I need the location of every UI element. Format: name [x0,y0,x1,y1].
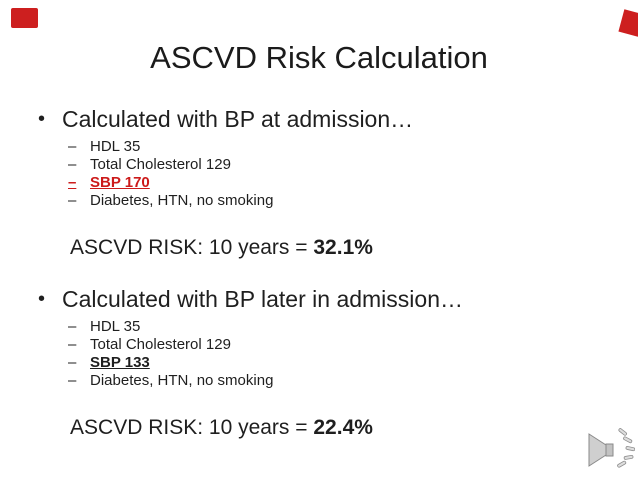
list-item-cholesterol: – Total Cholesterol 129 [68,156,630,174]
list-item-hdl: – HDL 35 [68,138,630,156]
list-item-sbp-admission: – SBP 170 [68,174,630,192]
sub-list-later: – HDL 35 – Total Cholesterol 129 – SBP 1… [35,318,630,390]
list-item-text: HDL 35 [90,318,141,335]
list-item-text: SBP 133 [90,354,150,371]
risk-label: ASCVD RISK: 10 years = [70,416,314,439]
list-item-text: Total Cholesterol 129 [90,336,231,353]
bullet-icon: • [38,108,46,130]
dash-icon: – [68,354,77,371]
speaker-icon-graphic [588,428,636,468]
list-item-text: SBP 170 [90,174,150,191]
list-item-text: Total Cholesterol 129 [90,156,231,173]
list-item-text: Diabetes, HTN, no smoking [90,192,274,209]
bullet-heading-text: Calculated with BP later in admission… [62,286,463,312]
slide-body: • Calculated with BP at admission… – HDL… [0,104,638,478]
dash-icon: – [68,192,77,209]
red-corner-marker-left [11,8,38,28]
list-item-comorbidities: – Diabetes, HTN, no smoking [68,192,630,210]
bullet-icon: • [38,288,46,310]
risk-result-admission: ASCVD RISK: 10 years = 32.1% [35,212,630,284]
bullet-heading-admission: • Calculated with BP at admission… [35,104,630,134]
dash-icon: – [68,372,77,389]
dash-icon: – [68,336,77,353]
dash-icon: – [68,156,77,173]
list-item-hdl: – HDL 35 [68,318,630,336]
dash-icon: – [68,174,77,191]
list-item-cholesterol: – Total Cholesterol 129 [68,336,630,354]
speaker-icon[interactable] [585,425,636,475]
conclusion-paragraph: Based on the ASCVD calculator, proper BP… [35,468,630,478]
list-item-comorbidities: – Diabetes, HTN, no smoking [68,372,630,390]
dash-icon: – [68,138,77,155]
risk-result-later: ASCVD RISK: 10 years = 22.4% [35,392,630,464]
risk-label: ASCVD RISK: 10 years = [70,236,314,259]
risk-value: 32.1% [313,236,373,259]
sub-list-admission: – HDL 35 – Total Cholesterol 129 – SBP 1… [35,138,630,210]
list-item-text: HDL 35 [90,138,141,155]
list-item-text: Diabetes, HTN, no smoking [90,372,274,389]
bullet-heading-later: • Calculated with BP later in admission… [35,284,630,314]
bullet-heading-text: Calculated with BP at admission… [62,106,414,132]
slide-title: ASCVD Risk Calculation [150,40,488,75]
dash-icon: – [68,318,77,335]
risk-value: 22.4% [313,416,373,439]
list-item-sbp-later: – SBP 133 [68,354,630,372]
